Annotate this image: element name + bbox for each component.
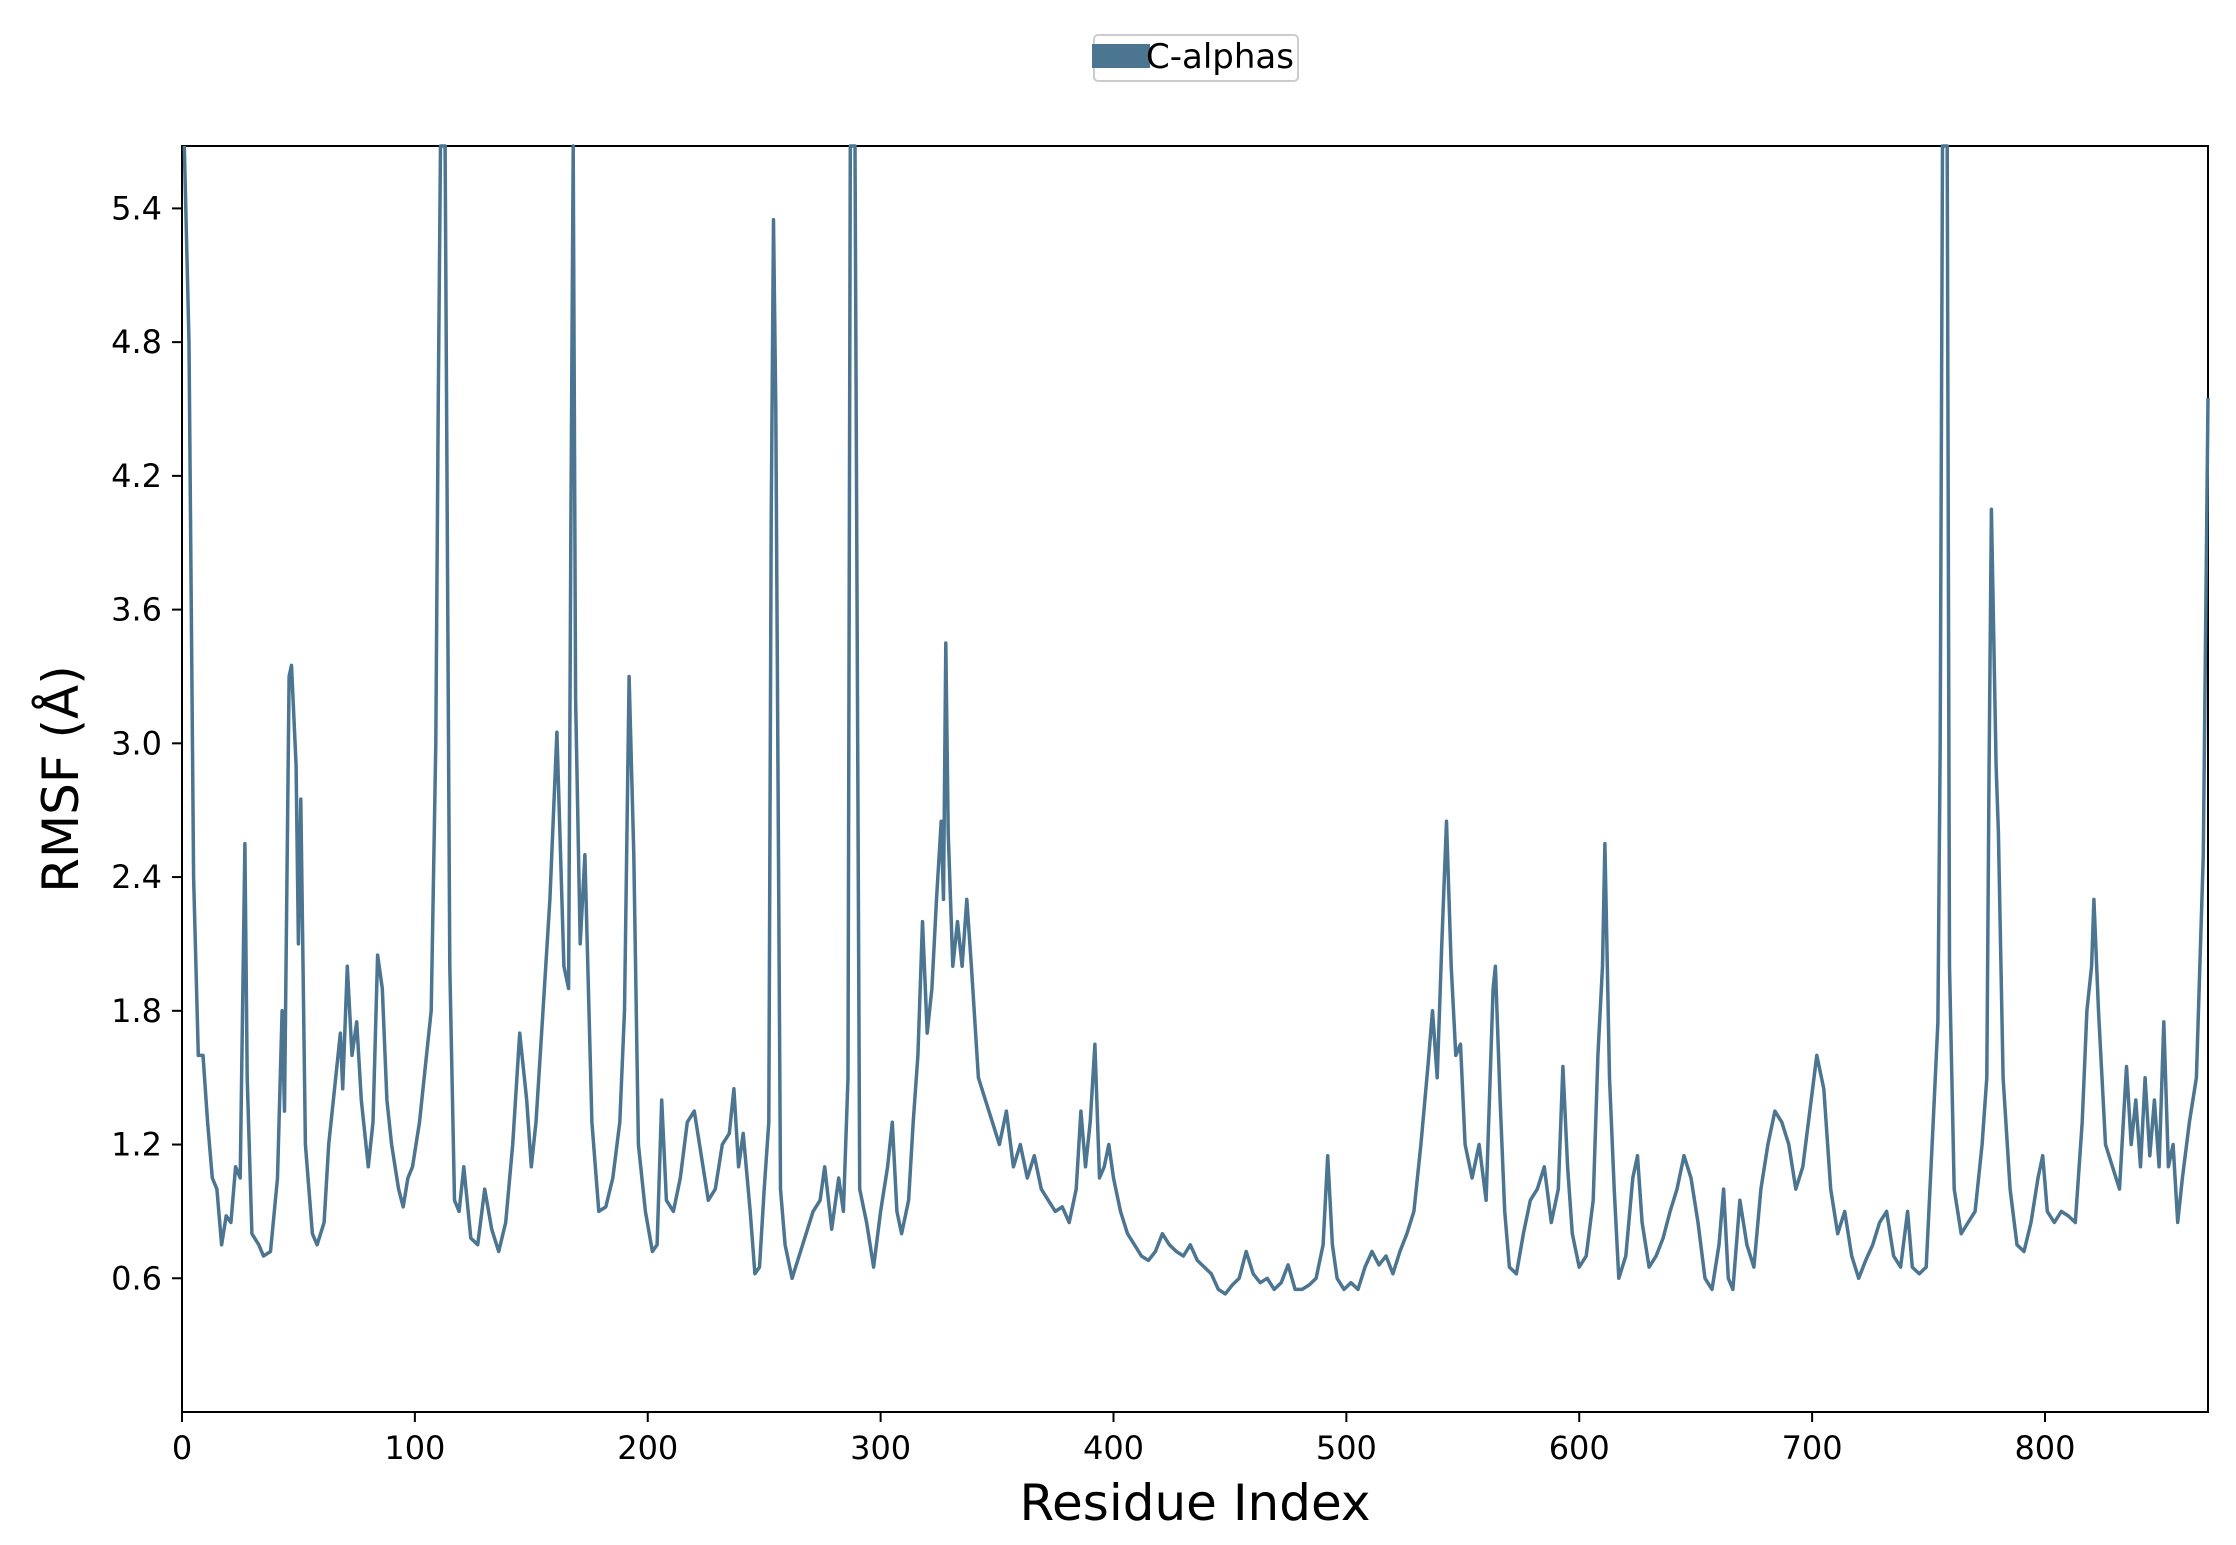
y-tick-label: 3.6	[111, 591, 162, 629]
x-tick-label: 700	[1782, 1429, 1843, 1467]
y-tick-label: 1.2	[111, 1126, 162, 1164]
x-tick-label: 100	[384, 1429, 445, 1467]
legend-label: C-alphas	[1146, 37, 1294, 77]
x-tick-label: 200	[617, 1429, 678, 1467]
legend-swatch	[1092, 44, 1150, 68]
x-tick-label: 500	[1316, 1429, 1377, 1467]
x-axis: 0 100 200 300 400 500 600 700 800	[172, 1412, 2076, 1467]
x-tick-label: 300	[850, 1429, 911, 1467]
y-tick-label: 4.2	[111, 457, 162, 495]
y-tick-label: 3.0	[111, 724, 162, 762]
y-axis-title: RMSF (Å)	[32, 665, 90, 893]
plot-frame	[181, 145, 2209, 1413]
y-tick-label: 2.4	[111, 858, 162, 896]
y-axis: 0.6 1.2 1.8 2.4 3.0 3.6 4.2 4.8 5.4	[111, 189, 182, 1297]
legend: C-alphas	[1092, 34, 1299, 82]
x-axis-title: Residue Index	[1020, 1474, 1371, 1532]
y-tick-label: 5.4	[111, 189, 162, 227]
y-tick-label: 4.8	[111, 323, 162, 361]
x-tick-label: 800	[2014, 1429, 2075, 1467]
y-tick-label: 0.6	[111, 1259, 162, 1297]
x-tick-label: 600	[1549, 1429, 1610, 1467]
x-tick-label: 400	[1083, 1429, 1144, 1467]
y-tick-label: 1.8	[111, 992, 162, 1030]
series-line-c-alphas	[182, 144, 2210, 1296]
x-tick-label: 0	[172, 1429, 192, 1467]
